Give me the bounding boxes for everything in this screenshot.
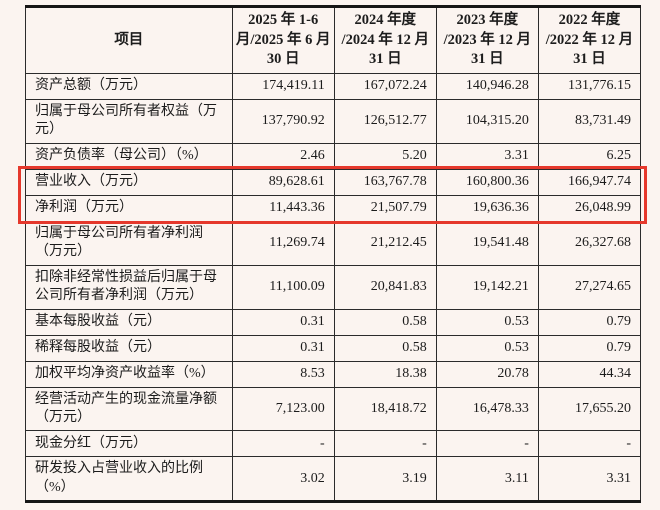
row-value: 0.31 bbox=[231, 308, 335, 336]
row-value: 27,274.65 bbox=[537, 264, 642, 310]
table-row: 加权平均净资产收益率（%） 8.53 18.38 20.78 44.34 bbox=[25, 360, 642, 388]
header-cell-item: 项目 bbox=[25, 6, 233, 74]
row-value: 0.79 bbox=[537, 308, 642, 336]
table-row: 扣除非经常性损益后归属于母公司所有者净利润（万元） 11,100.09 20,8… bbox=[25, 264, 642, 310]
header-cell-period-2025: 2025 年 1-6 月/2025 年 6 月 30 日 bbox=[231, 6, 335, 74]
row-value: 17,655.20 bbox=[537, 386, 642, 432]
row-value: 11,443.36 bbox=[231, 194, 335, 222]
row-value: 0.53 bbox=[435, 334, 539, 362]
table-row: 归属于母公司所有者权益（万元） 137,790.92 126,512.77 10… bbox=[25, 98, 642, 144]
row-label: 营业收入（万元） bbox=[25, 168, 233, 196]
row-value: 2.46 bbox=[231, 142, 335, 170]
row-label: 经营活动产生的现金流量净额（万元） bbox=[25, 386, 233, 432]
row-value: 0.31 bbox=[231, 334, 335, 362]
row-value: 0.58 bbox=[333, 334, 437, 362]
row-value: 3.11 bbox=[435, 456, 539, 503]
row-value: 21,507.79 bbox=[333, 194, 437, 222]
row-value: 0.79 bbox=[537, 334, 642, 362]
table-row: 现金分红（万元） - - - - bbox=[25, 430, 642, 458]
row-value: 11,100.09 bbox=[231, 264, 335, 310]
header-cell-period-2023: 2023 年度 /2023 年 12 月 31 日 bbox=[435, 6, 539, 74]
row-value: 163,767.78 bbox=[333, 168, 437, 196]
financial-summary-table: 项目 2025 年 1-6 月/2025 年 6 月 30 日 2024 年度 … bbox=[25, 5, 642, 504]
row-value: 174,419.11 bbox=[231, 72, 335, 100]
row-value: 26,048.99 bbox=[537, 194, 642, 222]
row-label: 基本每股收益（元） bbox=[25, 308, 233, 336]
row-label: 资产负债率（母公司）（%） bbox=[25, 142, 233, 170]
table-row: 资产总额（万元） 174,419.11 167,072.24 140,946.2… bbox=[25, 72, 642, 100]
row-value: 126,512.77 bbox=[333, 98, 437, 144]
table-row: 稀释每股收益（元） 0.31 0.58 0.53 0.79 bbox=[25, 334, 642, 362]
table-header-row: 项目 2025 年 1-6 月/2025 年 6 月 30 日 2024 年度 … bbox=[25, 6, 642, 74]
table-row: 营业收入（万元） 89,628.61 163,767.78 160,800.36… bbox=[25, 168, 642, 196]
row-value: 7,123.00 bbox=[231, 386, 335, 432]
row-value: 0.53 bbox=[435, 308, 539, 336]
row-value: 104,315.20 bbox=[435, 98, 539, 144]
row-value: 166,947.74 bbox=[537, 168, 642, 196]
row-value: 19,636.36 bbox=[435, 194, 539, 222]
row-value: 26,327.68 bbox=[537, 220, 642, 266]
row-value: 6.25 bbox=[537, 142, 642, 170]
header-cell-period-2022: 2022 年度 /2022 年 12 月 31 日 bbox=[537, 6, 642, 74]
row-value: 160,800.36 bbox=[435, 168, 539, 196]
row-label: 资产总额（万元） bbox=[25, 72, 233, 100]
row-value: 19,142.21 bbox=[435, 264, 539, 310]
table-row: 资产负债率（母公司）（%） 2.46 5.20 3.31 6.25 bbox=[25, 142, 642, 170]
row-label: 归属于母公司所有者净利润（万元） bbox=[25, 220, 233, 266]
row-value: 18,418.72 bbox=[333, 386, 437, 432]
row-value: 11,269.74 bbox=[231, 220, 335, 266]
row-value: 167,072.24 bbox=[333, 72, 437, 100]
row-value: 16,478.33 bbox=[435, 386, 539, 432]
row-value: 137,790.92 bbox=[231, 98, 335, 144]
row-label: 研发投入占营业收入的比例（%） bbox=[25, 456, 233, 503]
row-value: 20,841.83 bbox=[333, 264, 437, 310]
row-value: - bbox=[435, 430, 539, 458]
table-row: 研发投入占营业收入的比例（%） 3.02 3.19 3.11 3.31 bbox=[25, 456, 642, 503]
row-value: 89,628.61 bbox=[231, 168, 335, 196]
row-value: 131,776.15 bbox=[537, 72, 642, 100]
table-row: 基本每股收益（元） 0.31 0.58 0.53 0.79 bbox=[25, 308, 642, 336]
row-value: 3.19 bbox=[333, 456, 437, 503]
table-row: 净利润（万元） 11,443.36 21,507.79 19,636.36 26… bbox=[25, 194, 642, 222]
row-value: 21,212.45 bbox=[333, 220, 437, 266]
row-label: 归属于母公司所有者权益（万元） bbox=[25, 98, 233, 144]
row-value: 3.02 bbox=[231, 456, 335, 503]
row-value: 18.38 bbox=[333, 360, 437, 388]
row-value: 3.31 bbox=[435, 142, 539, 170]
row-value: 5.20 bbox=[333, 142, 437, 170]
row-value: 8.53 bbox=[231, 360, 335, 388]
table-body: 资产总额（万元） 174,419.11 167,072.24 140,946.2… bbox=[25, 72, 642, 503]
row-value: 3.31 bbox=[537, 456, 642, 503]
row-label: 净利润（万元） bbox=[25, 194, 233, 222]
row-value: 20.78 bbox=[435, 360, 539, 388]
row-value: - bbox=[333, 430, 437, 458]
row-label: 稀释每股收益（元） bbox=[25, 334, 233, 362]
row-label: 扣除非经常性损益后归属于母公司所有者净利润（万元） bbox=[25, 264, 233, 310]
row-label: 现金分红（万元） bbox=[25, 430, 233, 458]
table-row: 经营活动产生的现金流量净额（万元） 7,123.00 18,418.72 16,… bbox=[25, 386, 642, 432]
row-value: - bbox=[231, 430, 335, 458]
row-label: 加权平均净资产收益率（%） bbox=[25, 360, 233, 388]
row-value: 140,946.28 bbox=[435, 72, 539, 100]
row-value: 83,731.49 bbox=[537, 98, 642, 144]
row-value: 19,541.48 bbox=[435, 220, 539, 266]
row-value: 44.34 bbox=[537, 360, 642, 388]
table-row: 归属于母公司所有者净利润（万元） 11,269.74 21,212.45 19,… bbox=[25, 220, 642, 266]
header-cell-period-2024: 2024 年度 /2024 年 12 月 31 日 bbox=[333, 6, 437, 74]
row-value: 0.58 bbox=[333, 308, 437, 336]
row-value: - bbox=[537, 430, 642, 458]
